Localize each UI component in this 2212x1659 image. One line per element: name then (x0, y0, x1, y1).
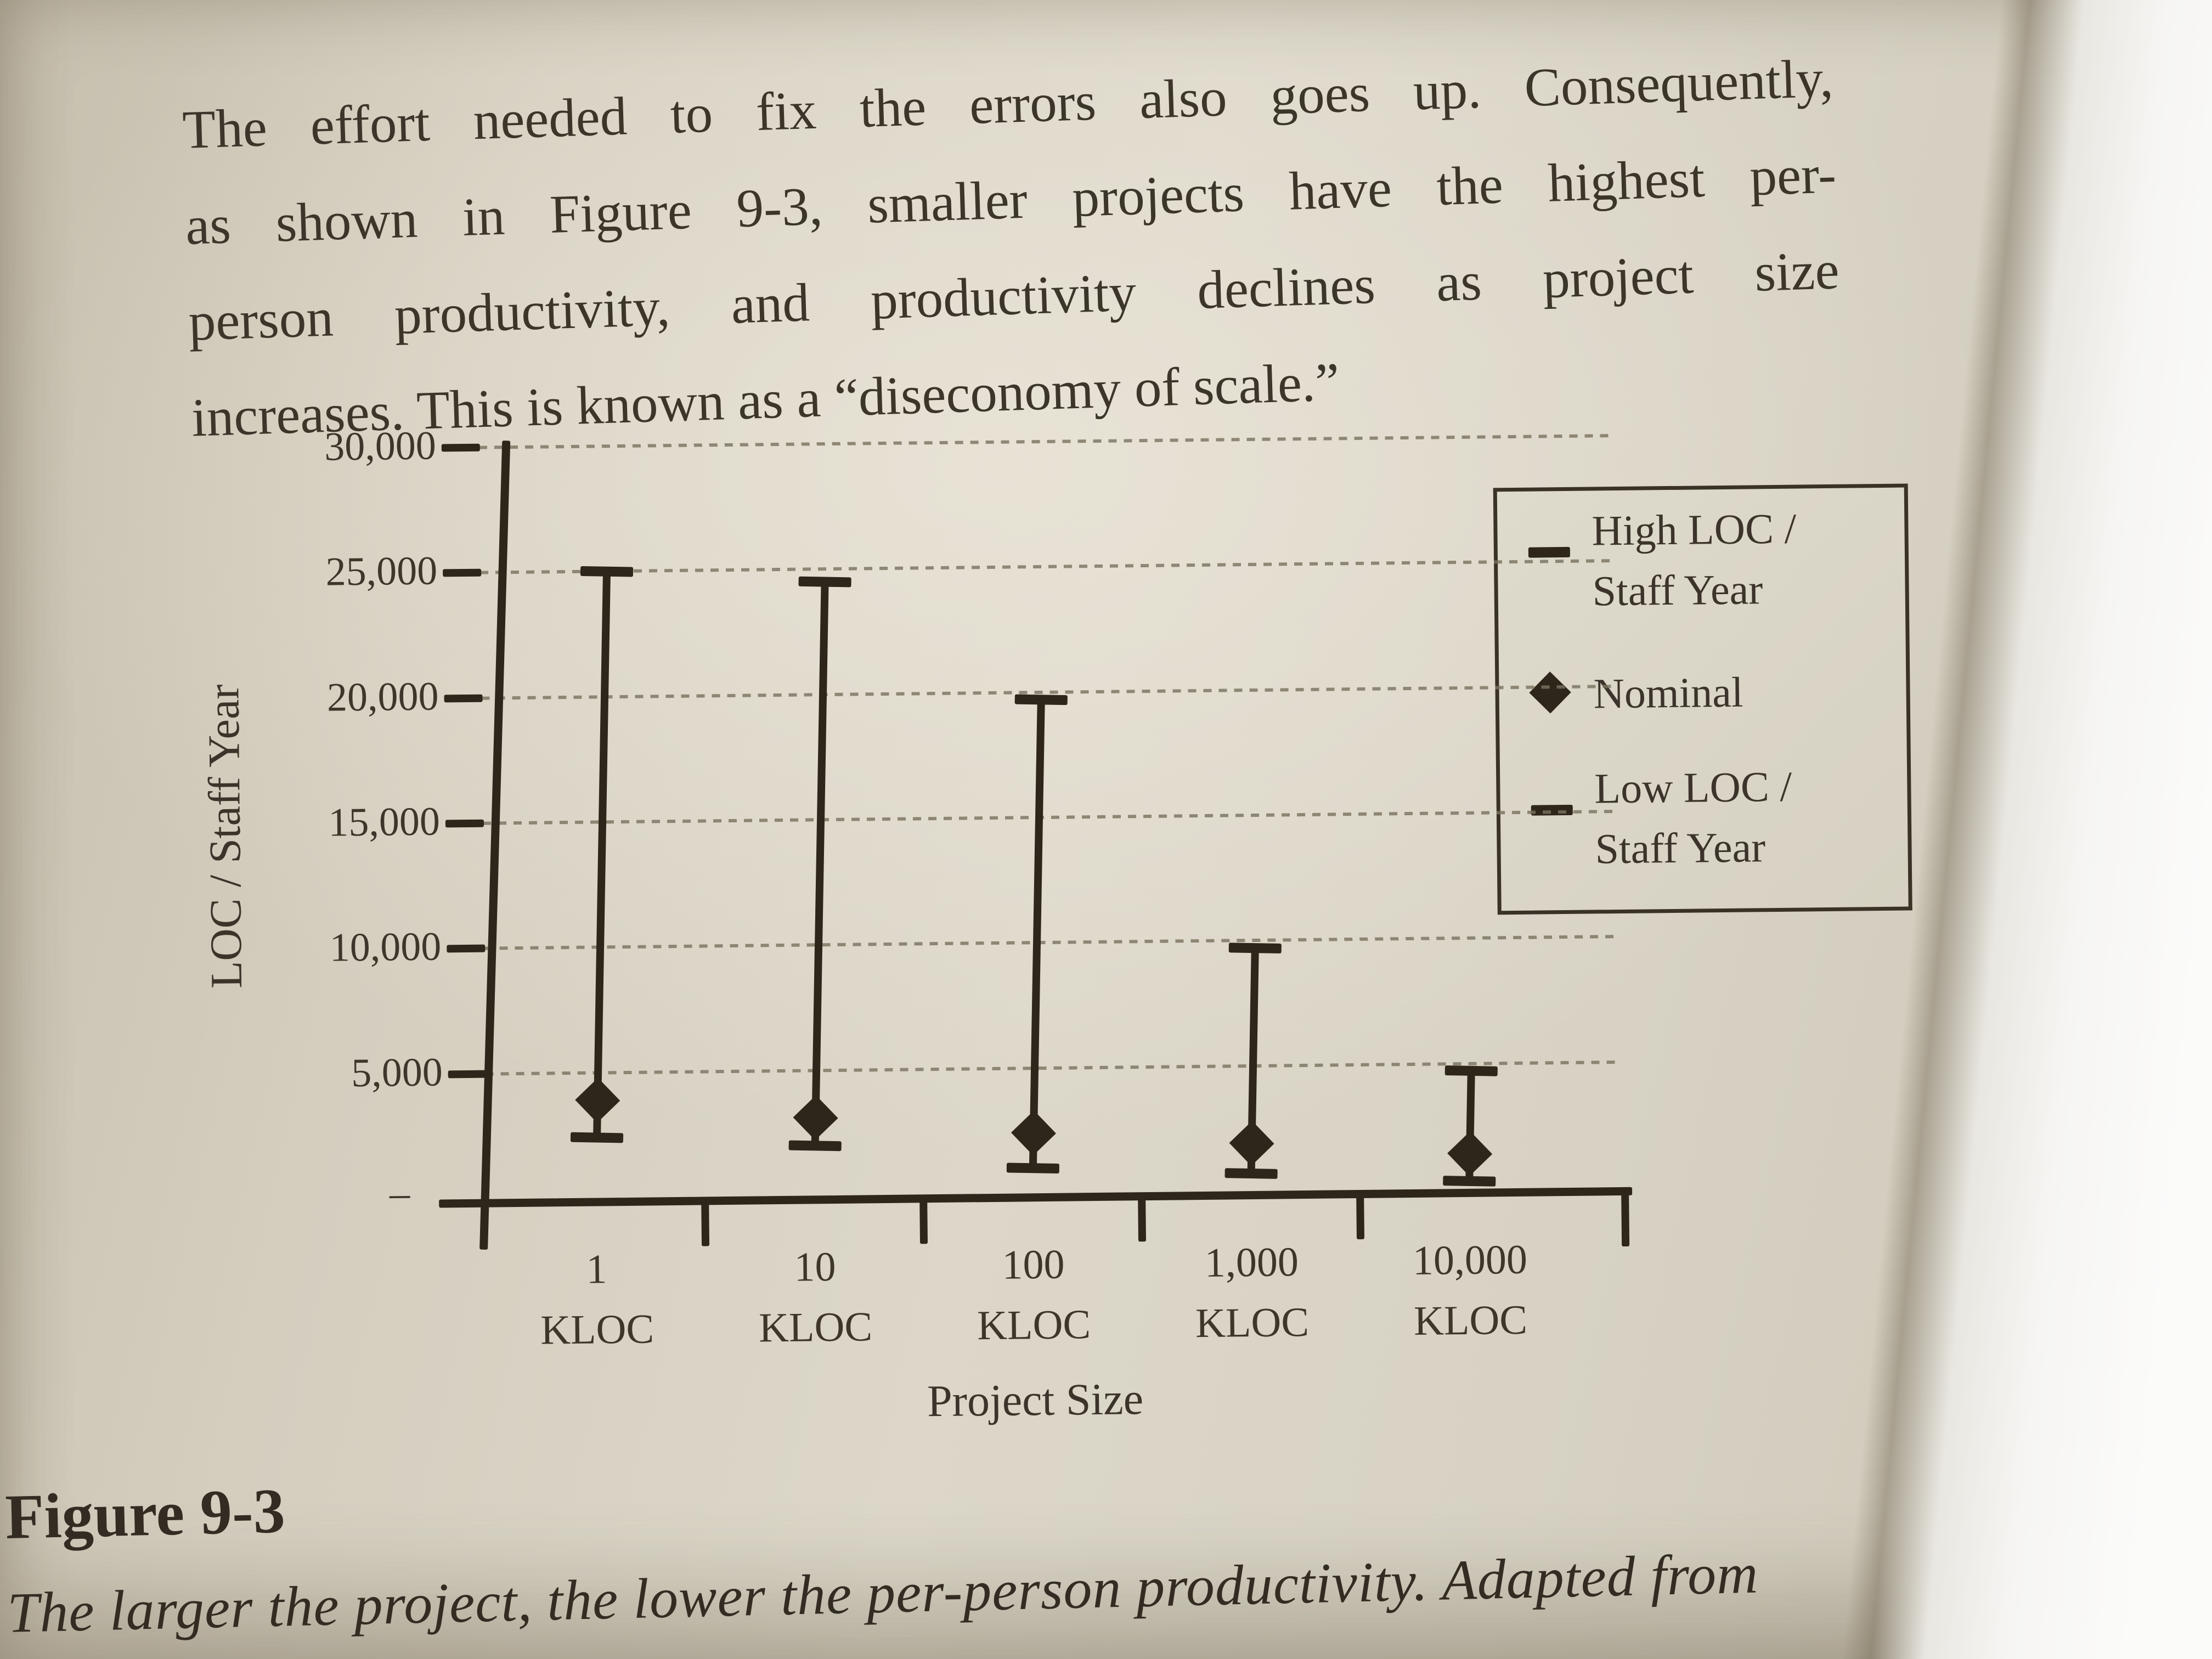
nominal-marker (575, 1077, 620, 1123)
y-tick-label: 5,000 (351, 1049, 443, 1096)
y-tick-label: 10,000 (329, 924, 442, 970)
y-tick-label: 30,000 (324, 423, 437, 470)
high-cap (1444, 1065, 1498, 1077)
nominal-marker (1229, 1121, 1274, 1166)
range-line (811, 582, 829, 1146)
high-loc-dash-marker (1528, 546, 1570, 558)
range-bar-1,000-kloc (1190, 928, 1316, 1192)
y-tick-label-zero: – (389, 1171, 410, 1216)
y-tick-label: 25,000 (325, 548, 438, 595)
range-bar-10,000-kloc (1409, 1051, 1532, 1189)
x-category-label: 1 (586, 1246, 607, 1293)
x-category-unit: KLOC (758, 1304, 873, 1351)
x-category-unit: KLOC (977, 1301, 1091, 1349)
range-bar-100-kloc (972, 680, 1102, 1194)
low-cap (1006, 1163, 1060, 1174)
x-category-label: 10 (794, 1243, 836, 1290)
y-tick-10,000 (447, 944, 486, 953)
x-category-unit: KLOC (1413, 1296, 1528, 1344)
legend-label-high-2: Staff Year (1592, 565, 1763, 615)
x-axis-end-tick (1621, 1190, 1630, 1246)
x-category-unit: KLOC (1195, 1299, 1310, 1347)
range-bar-10-kloc (754, 562, 885, 1197)
x-tick (701, 1200, 710, 1246)
high-cap (580, 566, 634, 577)
x-category-label: 10,000 (1412, 1236, 1528, 1284)
y-axis (479, 441, 511, 1250)
chart-legend: High LOC / Staff Year Nominal Low LOC / … (1493, 483, 1912, 915)
y-tick-30,000 (441, 443, 480, 452)
legend-label-nominal: Nominal (1593, 668, 1743, 718)
high-cap (798, 576, 851, 588)
low-cap (788, 1140, 842, 1151)
y-tick-20,000 (444, 694, 483, 703)
low-cap (1224, 1168, 1278, 1179)
legend-label-high-1: High LOC / (1592, 504, 1797, 555)
x-tick (1138, 1195, 1147, 1242)
nominal-marker (1447, 1131, 1493, 1176)
y-tick-label: 15,000 (328, 799, 441, 845)
legend-label-low-2: Staff Year (1595, 823, 1766, 873)
nominal-diamond-marker (1529, 672, 1571, 714)
range-line (1029, 699, 1045, 1169)
range-line (593, 571, 611, 1138)
nominal-marker (793, 1095, 838, 1141)
y-tick-label: 20,000 (326, 674, 439, 720)
y-tick-15,000 (445, 819, 484, 828)
x-axis-title: Project Size (927, 1374, 1144, 1426)
high-cap (1228, 943, 1282, 953)
legend-label-low-1: Low LOC / (1594, 762, 1792, 812)
y-tick-5,000 (448, 1070, 487, 1079)
y-axis-title: LOC / Staff Year (198, 684, 252, 989)
range-bar-1-kloc (535, 552, 667, 1199)
high-cap (1014, 694, 1068, 706)
y-tick-25,000 (443, 569, 482, 577)
nominal-marker (1011, 1110, 1056, 1156)
gridline-30,000 (478, 434, 1615, 449)
x-category-unit: KLOC (540, 1306, 654, 1353)
x-tick (1356, 1193, 1364, 1240)
low-cap (1443, 1176, 1496, 1187)
x-category-label: 100 (1001, 1241, 1065, 1288)
x-category-label: 1,000 (1204, 1239, 1299, 1286)
x-tick (919, 1198, 928, 1244)
low-cap (570, 1132, 624, 1143)
